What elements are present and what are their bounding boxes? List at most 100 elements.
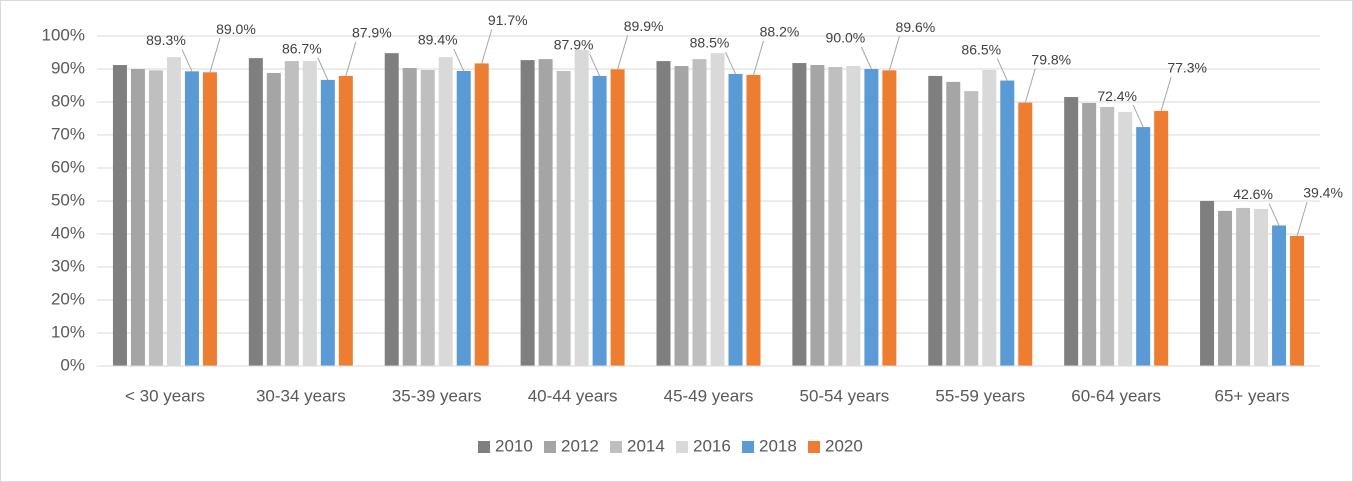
leader-line (209, 38, 221, 73)
y-tick-label: 50% (51, 190, 85, 209)
y-tick-label: 80% (51, 91, 85, 110)
bar (1118, 111, 1133, 367)
bar (184, 71, 199, 366)
bar (1218, 210, 1233, 366)
bar (1018, 102, 1033, 366)
bar (964, 91, 979, 367)
y-tick-label: 30% (51, 256, 85, 275)
leader-line (345, 41, 357, 77)
y-tick-label: 10% (51, 322, 85, 341)
legend-swatch (676, 441, 688, 453)
data-label: 79.8% (1031, 51, 1071, 67)
data-label: 90.0% (826, 30, 866, 46)
bar (456, 70, 471, 366)
leader-line (481, 29, 493, 64)
x-tick-label: 45-49 years (664, 386, 754, 405)
leader-line (453, 48, 465, 72)
bar (928, 75, 943, 367)
data-label: 88.2% (760, 24, 800, 40)
legend-label: 2018 (759, 436, 797, 455)
x-tick-label: 55-59 years (935, 386, 1025, 405)
bar (420, 69, 435, 367)
bar (474, 63, 489, 366)
data-label: 42.6% (1233, 186, 1273, 202)
leader-line (1160, 76, 1172, 112)
legend-label: 2010 (495, 436, 533, 455)
bar (746, 74, 761, 366)
bar (946, 81, 961, 367)
bar (148, 70, 163, 366)
leader-line (181, 49, 193, 72)
leader-line (725, 51, 736, 75)
bar (692, 59, 707, 366)
bar (810, 65, 825, 366)
leader-line (888, 36, 900, 71)
bar (882, 70, 897, 366)
legend-label: 2014 (627, 436, 665, 455)
data-label: 86.5% (961, 41, 1001, 57)
data-label: 87.9% (554, 37, 594, 53)
bar (1236, 207, 1251, 366)
x-tick-label: 60-64 years (1071, 386, 1161, 405)
bar (864, 69, 879, 366)
leader-line (589, 53, 601, 77)
x-tick-label: 30-34 years (256, 386, 346, 405)
bar (1082, 102, 1097, 367)
bar (266, 72, 281, 367)
data-label: 89.3% (146, 32, 186, 48)
bar (1000, 80, 1015, 367)
bar (438, 57, 453, 367)
bar (556, 70, 571, 366)
bar (1136, 127, 1151, 366)
bar (592, 75, 607, 367)
bar (284, 61, 299, 367)
y-tick-label: 90% (51, 58, 85, 77)
bar (248, 58, 263, 367)
bar (574, 49, 589, 367)
data-label: 77.3% (1167, 60, 1207, 76)
y-tick-label: 60% (51, 157, 85, 176)
bar (130, 69, 145, 366)
legend-swatch (610, 441, 622, 453)
data-label: 86.7% (282, 41, 322, 57)
bar (610, 69, 625, 366)
data-label: 89.9% (624, 18, 664, 34)
y-tick-label: 0% (60, 355, 85, 374)
legend-swatch (544, 441, 556, 453)
leader-line (317, 57, 329, 81)
bar (302, 61, 317, 367)
data-label: 91.7% (488, 12, 528, 28)
bar (538, 59, 553, 366)
data-label: 88.5% (690, 35, 730, 51)
bar (202, 72, 217, 367)
y-tick-label: 40% (51, 223, 85, 242)
leader-line (1296, 201, 1308, 237)
bar (1064, 97, 1079, 367)
x-tick-label: 50-54 years (799, 386, 889, 405)
bar (728, 73, 743, 366)
leader-line (753, 40, 764, 76)
bar (520, 60, 535, 367)
x-tick-label: 35-39 years (392, 386, 482, 405)
bar (828, 67, 843, 367)
data-label: 87.9% (352, 25, 392, 41)
bar (1254, 208, 1269, 366)
x-tick-label: 40-44 years (528, 386, 618, 405)
leader-line (617, 35, 629, 70)
y-tick-label: 20% (51, 289, 85, 308)
bar (384, 53, 399, 366)
data-label: 72.4% (1097, 88, 1137, 104)
legend-label: 2020 (825, 436, 863, 455)
bar (710, 53, 725, 366)
legend-label: 2016 (693, 436, 731, 455)
data-label: 39.4% (1303, 185, 1343, 201)
y-tick-label: 70% (51, 124, 85, 143)
data-label: 89.0% (216, 21, 256, 37)
data-label: 89.6% (896, 19, 936, 35)
y-tick-label: 100% (42, 25, 85, 44)
bar (982, 69, 997, 367)
bar (1290, 235, 1305, 366)
bar (1200, 201, 1215, 366)
bar (1154, 110, 1169, 366)
